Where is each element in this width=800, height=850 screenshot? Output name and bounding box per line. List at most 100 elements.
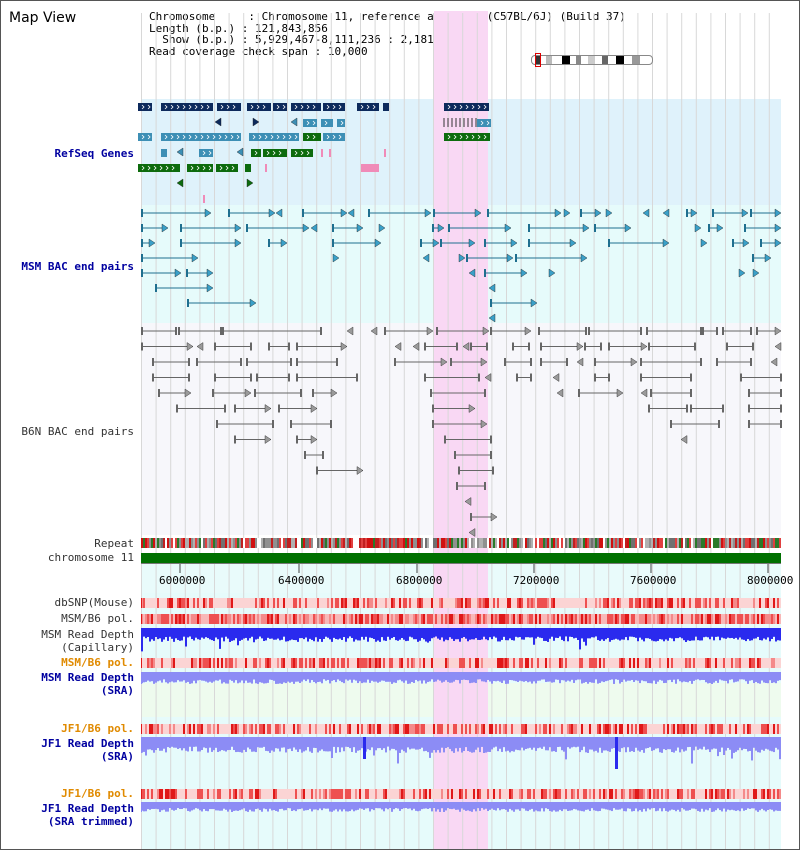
msm-bac-pair — [141, 209, 143, 217]
b6n-bac-end[interactable] — [576, 357, 584, 367]
chromosome-ideogram[interactable] — [531, 55, 653, 65]
msm-bac-pair — [732, 239, 734, 247]
msm-depth-capillary-track — [141, 628, 142, 642]
b6n-bac-pair — [178, 327, 180, 335]
b6n-bac-end[interactable] — [370, 326, 378, 336]
b6n-bac-pair — [290, 420, 292, 428]
refseq-gene-arrow[interactable] — [176, 178, 184, 188]
b6n-bac-pair — [424, 373, 426, 382]
track-label-refseq[interactable]: RefSeq Genes — [54, 147, 134, 160]
refseq-gene-arrow[interactable] — [214, 117, 222, 127]
msm-bac-end[interactable] — [642, 208, 650, 218]
jf1-depth-trim-track — [141, 802, 142, 812]
track-label-jf1-b6-pol-trim[interactable]: JF1/B6 pol. — [61, 787, 134, 800]
msm-bac-pair — [515, 254, 517, 262]
refseq-gene — [323, 103, 345, 111]
b6n-bac-pair — [246, 358, 248, 366]
msm-bac-end[interactable] — [275, 208, 283, 218]
track-label-msm-bac[interactable]: MSM BAC end pairs — [21, 260, 134, 273]
msm-bac-end[interactable] — [752, 268, 760, 278]
b6n-bac-end[interactable] — [484, 373, 492, 382]
refseq-gene-arrow[interactable] — [176, 147, 184, 157]
b6n-bac-pair — [646, 327, 648, 335]
b6n-bac-pair — [594, 358, 596, 366]
b6n-bac-end[interactable] — [774, 342, 782, 351]
track-label-msm-depth-sra[interactable]: MSM Read Depth — [41, 671, 134, 684]
b6n-bac-pair — [702, 327, 704, 335]
b6n-bac-end[interactable] — [462, 342, 470, 351]
msm-bac-end[interactable] — [563, 208, 571, 218]
refseq-gene — [161, 103, 213, 111]
msm-bac-end[interactable] — [700, 238, 708, 248]
track-label-msm-depth-cap[interactable]: MSM Read Depth — [41, 628, 134, 641]
b6n-bac-pair — [594, 373, 596, 382]
track-label-b6n-bac[interactable]: B6N BAC end pairs — [21, 425, 134, 438]
msm-bac-pair — [487, 209, 489, 217]
b6n-bac-pair — [304, 451, 306, 459]
refseq-gene — [323, 133, 345, 141]
msm-bac-end[interactable] — [488, 313, 496, 323]
track-label-jf1-depth-sra[interactable]: JF1 Read Depth — [41, 737, 134, 750]
msm-bac-pair — [448, 224, 450, 232]
track-label-jf1-b6-pol[interactable]: JF1/B6 pol. — [61, 722, 134, 735]
b6n-bac-end[interactable] — [196, 342, 204, 351]
msm-bac-pair — [141, 269, 143, 277]
b6n-bac-pair — [254, 389, 256, 397]
msm-bac-end[interactable] — [422, 253, 430, 263]
msm-bac-pair — [686, 209, 688, 217]
msm-bac-end[interactable] — [662, 208, 670, 218]
chromosome-bar — [141, 553, 781, 563]
b6n-bac-end[interactable] — [346, 326, 354, 336]
b6n-bac-pair — [278, 404, 280, 413]
b6n-bac-end[interactable] — [464, 497, 472, 506]
b6n-bac-end[interactable] — [640, 388, 648, 398]
b6n-bac-pair — [584, 342, 586, 351]
b6n-bac-end[interactable] — [468, 528, 476, 537]
msm-bac-pair — [228, 209, 230, 217]
b6n-bac-pair — [214, 342, 216, 351]
msm-bac-pair — [528, 239, 530, 247]
b6n-bac-end[interactable] — [394, 342, 402, 351]
msm-bac-end[interactable] — [347, 208, 355, 218]
b6n-bac-end[interactable] — [552, 373, 560, 382]
refseq-gene — [291, 149, 313, 157]
track-label-dbsnp[interactable]: dbSNP(Mouse) — [54, 596, 134, 609]
b6n-bac-pair — [141, 327, 143, 335]
msm-bac-end[interactable] — [488, 283, 496, 293]
page-title: Map View — [9, 10, 77, 26]
b6n-bac-end[interactable] — [412, 342, 420, 351]
msm-bac-end[interactable] — [332, 253, 340, 263]
msm-bac-end[interactable] — [605, 208, 613, 218]
msm-bac-end[interactable] — [468, 268, 476, 278]
b6n-bac-pair — [670, 420, 672, 428]
refseq-gene — [321, 149, 323, 157]
refseq-gene-arrow[interactable] — [290, 117, 298, 127]
refseq-gene-arrow[interactable] — [252, 117, 260, 127]
msm-bac-pair — [608, 239, 610, 247]
refseq-gene-arrow[interactable] — [236, 147, 244, 157]
msm-bac-pair — [433, 209, 435, 217]
refseq-gene — [384, 149, 386, 157]
refseq-gene — [357, 103, 379, 111]
dbsnp-track — [141, 598, 142, 608]
msm-bac-end[interactable] — [378, 223, 386, 233]
track-label-msm-b6-pol[interactable]: MSM/B6 pol. — [61, 612, 134, 625]
track-label-repeat[interactable]: Repeat — [94, 537, 134, 550]
refseq-gene — [444, 133, 490, 141]
msm-bac-end[interactable] — [548, 268, 556, 278]
b6n-bac-end[interactable] — [680, 435, 688, 444]
msm-bac-end[interactable] — [694, 223, 702, 233]
track-label-chromosome[interactable]: chromosome 11 — [47, 551, 134, 564]
msm-bac-end[interactable] — [458, 253, 466, 263]
b6n-bac-pair — [384, 327, 386, 335]
b6n-bac-end[interactable] — [770, 357, 778, 367]
b6n-bac-pair — [748, 420, 750, 428]
b6n-bac-end[interactable] — [556, 388, 564, 398]
msm-bac-end[interactable] — [738, 268, 746, 278]
msm-bac-end[interactable] — [310, 223, 318, 233]
refseq-gene-arrow[interactable] — [246, 178, 254, 188]
b6n-bac-pair — [296, 342, 298, 351]
track-label-msm-b6-pol-sra[interactable]: MSM/B6 pol. — [61, 656, 134, 669]
track-label-jf1-depth-trim[interactable]: JF1 Read Depth — [41, 802, 134, 815]
